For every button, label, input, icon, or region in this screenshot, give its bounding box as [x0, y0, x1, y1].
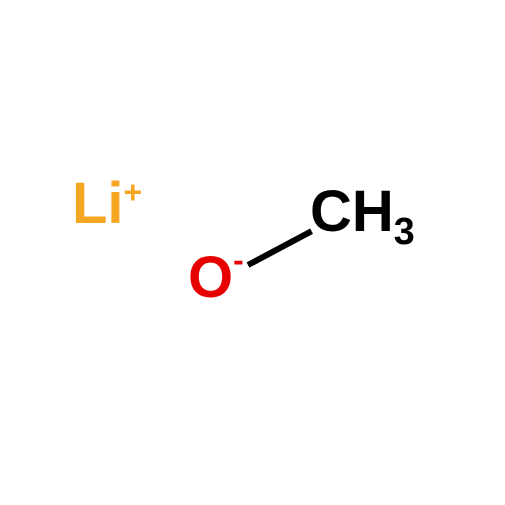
lithium-cation: Li+	[72, 170, 142, 237]
methyl-group: CH3	[310, 178, 415, 253]
carbon-hydrogen-symbol: CH	[310, 179, 394, 244]
oxygen-charge: -	[233, 242, 244, 278]
hydrogen-count: 3	[394, 210, 415, 252]
chemical-structure-diagram: Li+ O- CH3	[0, 0, 505, 505]
lithium-symbol: Li	[72, 171, 124, 236]
oxygen-anion: O-	[188, 244, 244, 311]
oxygen-symbol: O	[188, 245, 233, 310]
lithium-charge: +	[124, 174, 143, 210]
oxygen-carbon-bond	[247, 229, 313, 268]
